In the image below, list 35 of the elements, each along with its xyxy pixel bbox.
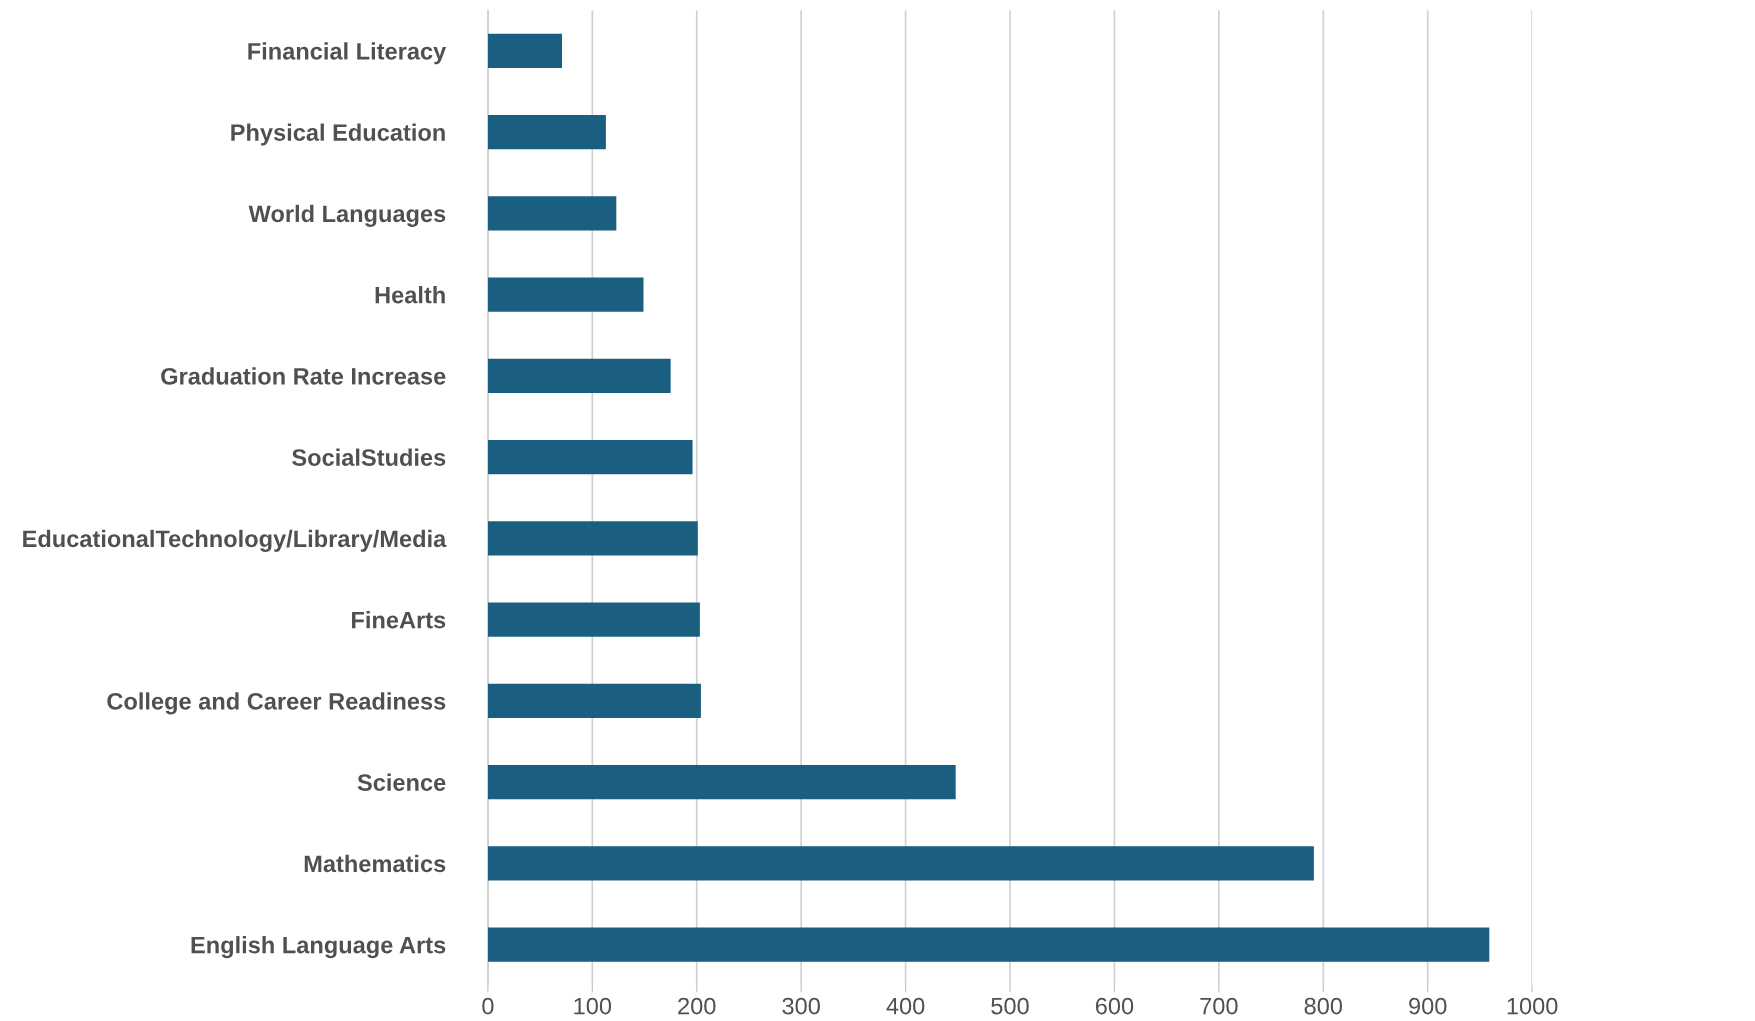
bar (487, 440, 693, 475)
bar (487, 196, 617, 231)
bar (487, 602, 700, 637)
bar (487, 358, 671, 393)
bar (487, 521, 698, 556)
y-tick-label: EducationalTechnology/Library/Media (23, 529, 447, 552)
y-tick-label: Health (375, 286, 445, 304)
y-tick-label: Financial Literacy (248, 42, 447, 65)
bar (487, 33, 563, 68)
x-tick-label: 600 (1095, 997, 1134, 1015)
bar (487, 927, 1490, 962)
x-tick-label: 800 (1304, 997, 1343, 1015)
x-tick-label: 900 (1409, 997, 1447, 1015)
y-tick-label: College and Career Readiness (107, 692, 446, 715)
x-tick-label: 400 (886, 997, 925, 1015)
y-tick-label: SocialStudies (292, 448, 446, 466)
bar (487, 277, 644, 312)
bar (487, 846, 1314, 881)
x-tick-label: 700 (1200, 997, 1238, 1015)
bar (487, 683, 701, 718)
x-tick-label: 200 (678, 997, 716, 1015)
x-tick-label: 300 (782, 997, 820, 1015)
bar (487, 765, 956, 800)
x-tick-label: 0 (482, 997, 494, 1015)
y-tick-label: World Languages (248, 204, 446, 227)
y-tick-label: Physical Education (231, 123, 445, 146)
y-tick-label: Science (357, 773, 446, 791)
y-tick-label: FineArts (352, 611, 446, 629)
bar (487, 115, 606, 150)
x-tick-label: 1000 (1507, 997, 1558, 1015)
y-tick-label: Graduation Rate Increase (161, 367, 446, 385)
y-tick-label: Mathematics (304, 854, 446, 873)
x-tick-label: 500 (991, 997, 1029, 1015)
x-tick-label: 100 (574, 997, 612, 1015)
y-tick-label: English Language Arts (191, 936, 446, 959)
